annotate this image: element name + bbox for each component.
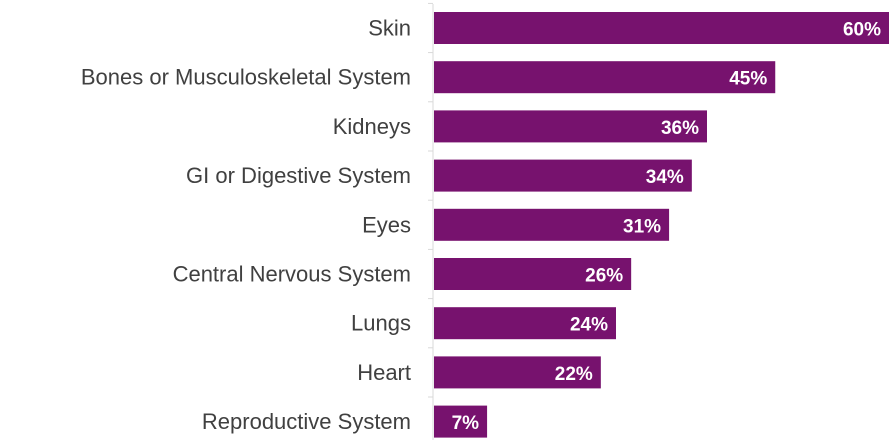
bar (434, 208, 670, 241)
value-labels: 60% 45% 36% 34% 31% 26% 24% 22% 7% (452, 20, 881, 435)
category-axis (428, 2, 434, 440)
bar (434, 110, 707, 143)
data-label: 60% (843, 20, 881, 41)
category-labels: Skin Bones or Musculoskeletal System Kidne… (81, 16, 411, 435)
data-label: 7% (452, 413, 480, 434)
bar (434, 258, 632, 290)
data-label: 24% (570, 315, 608, 336)
category-label: Skin (368, 16, 411, 41)
data-label: 45% (729, 69, 767, 90)
category-label: Reproductive System (202, 409, 411, 434)
bar (434, 405, 488, 438)
data-label: 22% (555, 364, 593, 385)
category-label: Bones or Musculoskeletal System (81, 65, 411, 90)
bar (434, 159, 692, 192)
bar (434, 356, 601, 389)
data-label: 26% (585, 266, 623, 287)
data-label: 34% (646, 167, 684, 188)
category-label: Kidneys (333, 114, 411, 139)
category-label: GI or Digestive System (186, 163, 411, 188)
bar (434, 307, 616, 340)
bar (434, 61, 776, 94)
category-label: Lungs (351, 311, 411, 336)
bar (434, 12, 889, 44)
data-label: 36% (661, 118, 699, 139)
category-label: Eyes (362, 212, 411, 237)
bars (434, 12, 889, 438)
category-label: Central Nervous System (173, 262, 411, 287)
category-label: Heart (357, 360, 411, 385)
data-label: 31% (623, 216, 661, 237)
